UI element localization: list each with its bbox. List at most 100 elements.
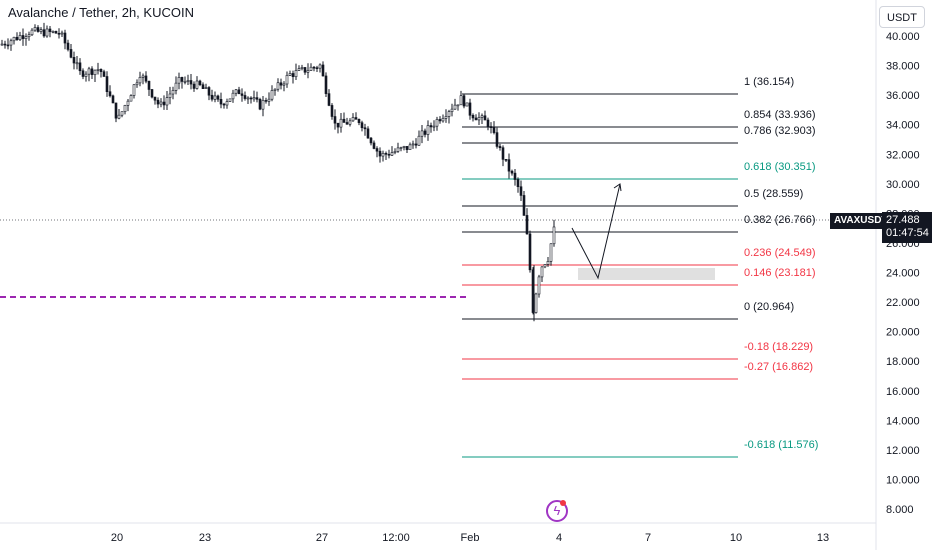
fib-level-label: 1 (36.154) [744, 76, 794, 88]
candle-body [468, 102, 472, 116]
candle-body [462, 95, 466, 107]
fib-level-label: 0 (20.964) [744, 301, 794, 313]
last-price: 27.488 [886, 214, 920, 226]
candle-body [246, 97, 250, 100]
candle-body [267, 98, 271, 102]
candle-body [180, 77, 184, 82]
currency-button[interactable]: USDT [879, 6, 925, 28]
candle-body [258, 98, 262, 110]
candle-body [378, 150, 382, 157]
candle-body [159, 101, 163, 105]
candle-body [51, 31, 55, 33]
candle-body [516, 179, 520, 188]
candle-body [339, 118, 343, 128]
candle-body [96, 69, 100, 71]
candle-body [546, 261, 550, 265]
candle-body [252, 97, 256, 100]
candle-body [306, 70, 310, 73]
fib-level-label: 0.786 (32.903) [744, 125, 816, 137]
candle-body [402, 146, 406, 148]
candle-body [210, 94, 214, 100]
candle-body [291, 73, 295, 78]
candle-body [450, 108, 454, 112]
price-axis-label: 20.000 [886, 327, 920, 339]
candle-body [420, 130, 424, 137]
candle-body [438, 119, 442, 122]
candle-body [192, 83, 196, 89]
time-axis-label: Feb [461, 532, 480, 544]
candle-body [165, 97, 169, 106]
candle-body [375, 148, 379, 152]
candle-body [93, 69, 97, 75]
candle-body [81, 70, 85, 77]
candle-body [363, 127, 367, 130]
candle-body [174, 82, 178, 91]
candle-body [150, 89, 154, 98]
candle-body [396, 147, 400, 152]
candle-body [18, 35, 22, 40]
candle-body [441, 118, 445, 122]
candle-body [102, 71, 106, 77]
candle-body [36, 27, 40, 32]
candle-body [303, 67, 307, 73]
candle-body [60, 32, 64, 35]
fib-level-label: 0.236 (24.549) [744, 247, 816, 259]
candle-body [435, 119, 439, 127]
candle-body [66, 42, 70, 50]
candle-body [231, 92, 235, 100]
candle-body [321, 64, 325, 77]
fib-level-label: -0.27 (16.862) [744, 361, 813, 373]
candle-body [444, 116, 448, 119]
candle-body [138, 77, 142, 84]
candle-body [309, 66, 313, 71]
price-axis-label: 14.000 [886, 415, 920, 427]
candle-body [216, 95, 220, 100]
projection-path[interactable] [571, 183, 621, 280]
candle-body [540, 266, 544, 278]
candle-body [357, 119, 361, 123]
candle-body [342, 118, 346, 123]
candle-body [228, 98, 232, 102]
candle-body [513, 172, 517, 180]
candle-body [501, 147, 505, 160]
candle-body [222, 103, 226, 106]
candle-body [24, 36, 28, 39]
candle-body [549, 243, 553, 262]
candle-body [354, 117, 358, 120]
candle-body [411, 143, 415, 146]
candle-body [372, 142, 376, 149]
lightning-bolt-icon[interactable]: ϟ [546, 500, 568, 522]
candle-body [63, 32, 67, 44]
candle-body [87, 68, 91, 75]
candle-body [384, 153, 388, 155]
price-axis-label: 22.000 [886, 297, 920, 309]
price-axis-label: 18.000 [886, 356, 920, 368]
candle-body [519, 186, 523, 196]
candle-body [219, 98, 223, 105]
price-axis-label: 30.000 [886, 179, 920, 191]
demand-zone[interactable] [578, 268, 715, 280]
candle-body [249, 97, 253, 100]
candle-body [57, 32, 61, 35]
candle-body [189, 80, 193, 85]
candle-body [387, 153, 391, 156]
candle-body [162, 101, 166, 106]
candle-body [171, 90, 175, 95]
candle-body [198, 80, 202, 85]
candle-body [333, 116, 337, 124]
candle-body [84, 73, 88, 77]
candle-body [498, 146, 502, 149]
price-axis-label: 32.000 [886, 149, 920, 161]
candle-body [21, 35, 25, 39]
fib-level-label: 0.382 (26.766) [744, 214, 816, 226]
candle-body [255, 97, 259, 100]
candle-body [78, 62, 82, 72]
candle-body [318, 64, 322, 69]
candle-body [156, 99, 160, 105]
candle-body [495, 132, 499, 147]
candle-body [111, 95, 115, 104]
time-axis-label: 7 [645, 532, 651, 544]
candle-body [525, 215, 529, 235]
